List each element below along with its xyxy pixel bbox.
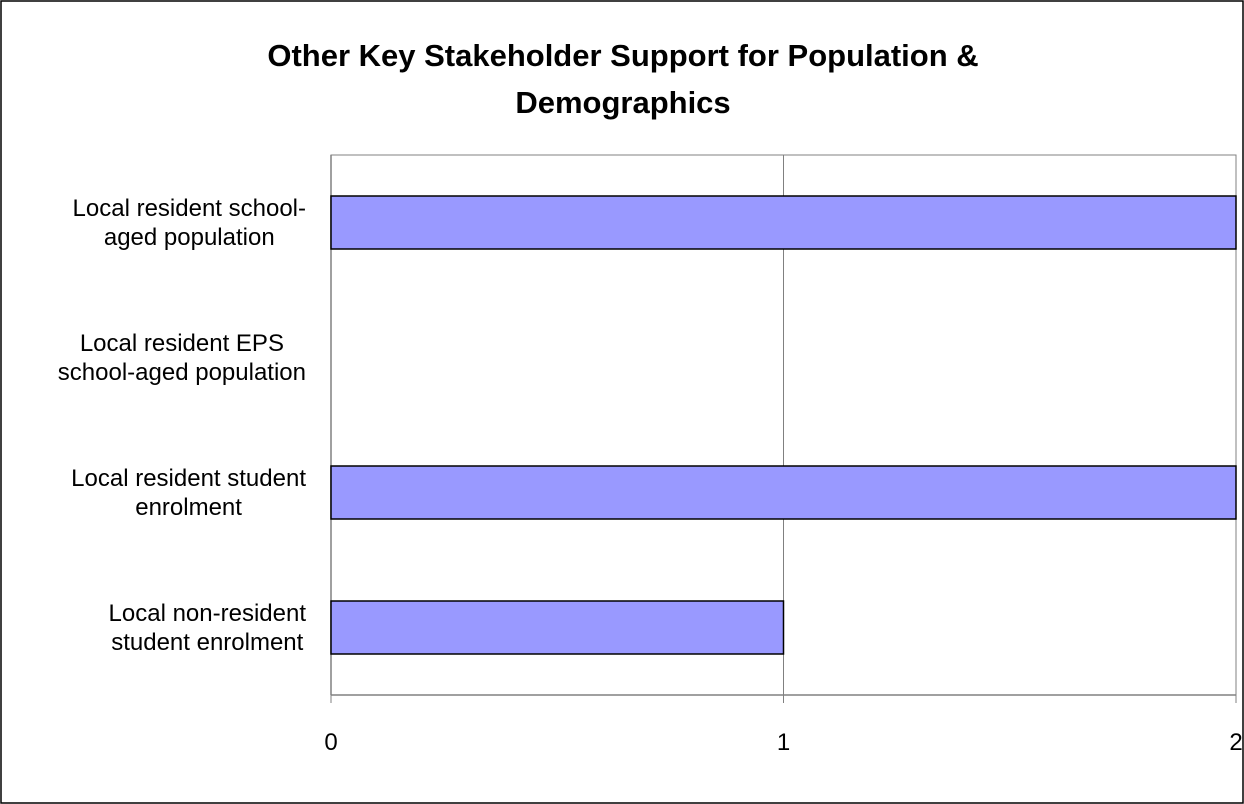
category-label-0-line-1: Local resident school- xyxy=(73,195,306,222)
plot-area: 0 1 2 Local resident school-aged population… xyxy=(58,154,1243,756)
category-label-2-line-1: Local resident student xyxy=(71,465,306,492)
bar-3 xyxy=(330,600,785,655)
category-label-0-line-2: aged population xyxy=(104,224,275,251)
chart-title-line-1: Other Key Stakeholder Support for Popula… xyxy=(267,38,978,73)
x-tick-label-1: 1 xyxy=(777,729,790,756)
category-label-3-line-1: Local non-resident xyxy=(109,600,307,627)
x-tick-label-2: 2 xyxy=(1229,729,1242,756)
chart-title-line-2: Demographics xyxy=(515,85,730,120)
category-label-3-line-2: student enrolment xyxy=(111,629,303,656)
category-label-1-line-2: school-aged population xyxy=(58,359,306,386)
category-label-1-line-1: Local resident EPS xyxy=(80,330,284,357)
bar-0 xyxy=(330,195,1237,250)
bar-2 xyxy=(330,465,1237,520)
category-label-2-line-2: enrolment xyxy=(135,494,242,521)
x-tick-label-0: 0 xyxy=(324,729,337,756)
